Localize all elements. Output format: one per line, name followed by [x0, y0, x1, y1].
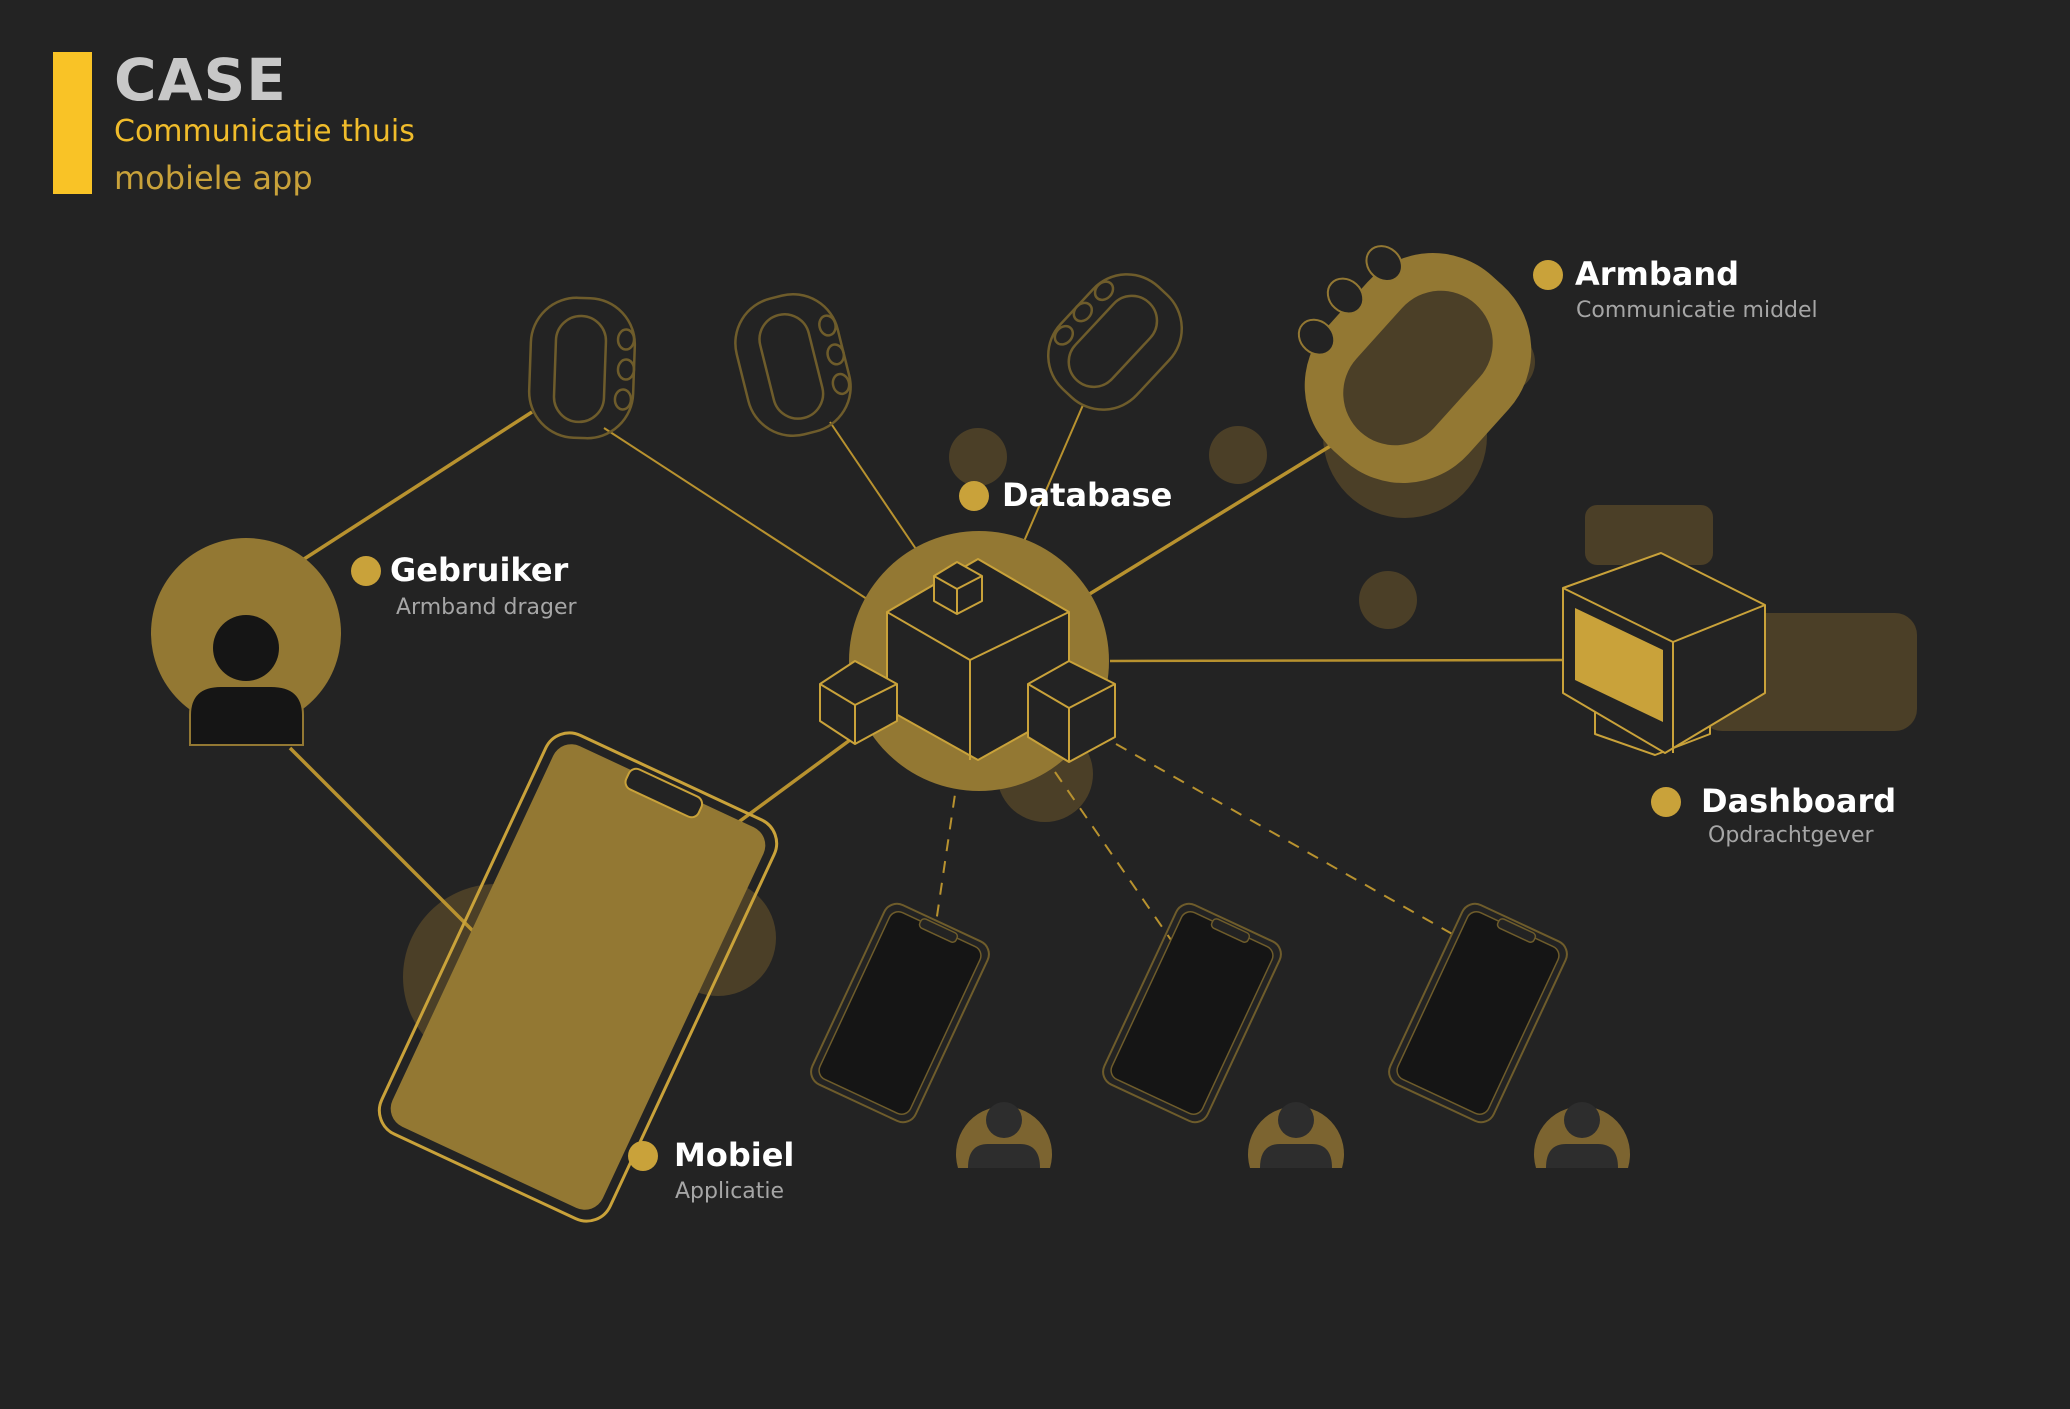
user-icon [1534, 1102, 1631, 1168]
header-subtitle: Communicatie thuis [114, 114, 415, 149]
label-dots [351, 260, 1681, 1171]
user-icon [1248, 1102, 1344, 1168]
dashboard-label: Dashboard [1701, 782, 1897, 820]
header-subtitle-secondary: mobiele app [114, 159, 313, 197]
database-cubes-icon [819, 531, 1116, 791]
mobiel-sublabel: Applicatie [675, 1179, 785, 1204]
gebruiker-label: Gebruiker [390, 551, 569, 589]
smartphone-icon [377, 731, 779, 1223]
header-title: CASE [114, 46, 287, 114]
header-accent-bar [53, 52, 92, 194]
smartphone-icon [810, 902, 990, 1124]
database-label: Database [1002, 476, 1173, 514]
smartphone-icon [1388, 902, 1568, 1124]
mobiel-label: Mobiel [674, 1136, 795, 1174]
smartphone-icon [1102, 902, 1282, 1124]
bracelet-icon [527, 273, 1184, 440]
dashboard-box-icon [1562, 552, 1766, 756]
gebruiker-sublabel: Armband drager [396, 595, 577, 620]
user-icon [151, 538, 341, 746]
user-icon [956, 1102, 1052, 1168]
dashboard-sublabel: Opdrachtgever [1708, 823, 1874, 848]
armband-label: Armband [1575, 255, 1740, 293]
bracelet-icon [1297, 245, 1532, 483]
armband-sublabel: Communicatie middel [1576, 298, 1818, 323]
